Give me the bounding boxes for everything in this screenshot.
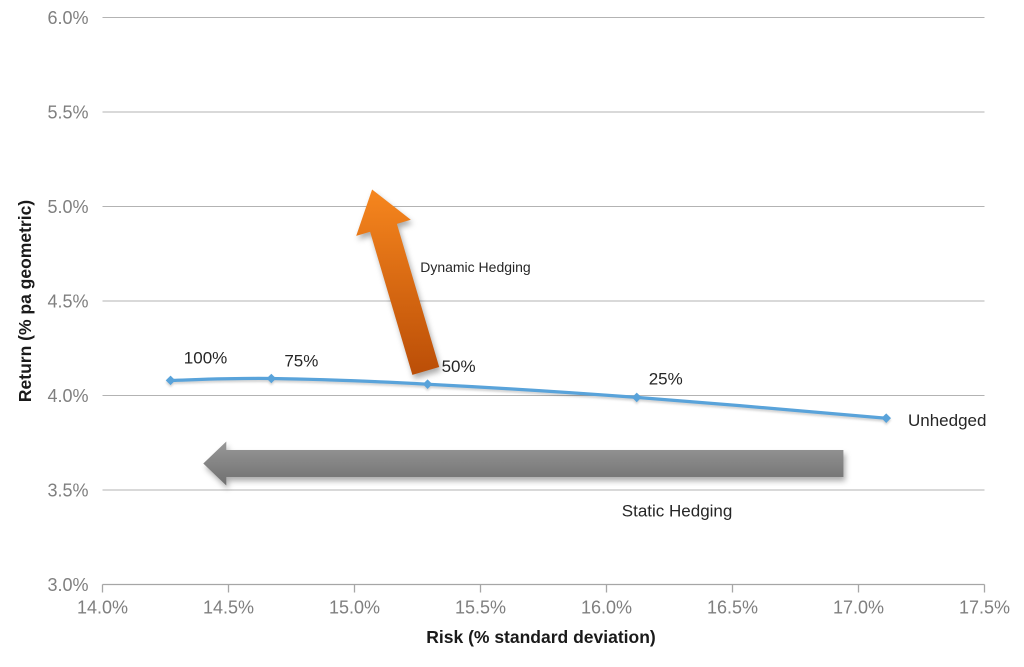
data-point-marker xyxy=(631,392,642,403)
data-point-marker xyxy=(881,413,892,423)
gridlines: 3.0% 3.5% 4.0% 4.5% 5.0% 5.5% 6.0% xyxy=(47,8,985,595)
data-series xyxy=(165,373,892,423)
point-label-unhedged: Unhedged xyxy=(908,411,986,430)
data-point-marker xyxy=(165,375,176,386)
y-axis-tick-label: 6.0% xyxy=(47,8,88,28)
x-axis-tick-label: 15.5% xyxy=(455,598,506,618)
x-axis-tick-label: 17.5% xyxy=(959,598,1010,618)
point-label-100: 100% xyxy=(184,348,227,367)
static-hedging-arrow xyxy=(203,441,844,486)
dynamic-hedging-arrow xyxy=(356,189,440,375)
x-axis-tick-label: 14.0% xyxy=(77,598,128,618)
y-axis-tick-label: 4.0% xyxy=(47,386,88,406)
y-axis-tick-label: 5.0% xyxy=(47,197,88,217)
x-axis-title: Risk (% standard deviation) xyxy=(426,627,656,647)
x-axis-tick-label: 16.5% xyxy=(707,598,758,618)
point-label-50: 50% xyxy=(442,357,476,376)
static-hedging-label: Static Hedging xyxy=(622,502,733,521)
point-label-75: 75% xyxy=(284,351,318,370)
annotation-arrows xyxy=(203,189,844,486)
x-axis-tick-label: 14.5% xyxy=(203,598,254,618)
point-label-25: 25% xyxy=(649,369,683,388)
x-axis-tick-label: 15.0% xyxy=(329,598,380,618)
x-axis-tick-label: 17.0% xyxy=(833,598,884,618)
data-point-marker xyxy=(422,379,433,389)
dynamic-hedging-label: Dynamic Hedging xyxy=(420,259,531,275)
hedge-curve-line xyxy=(168,376,888,420)
axes: 14.0% 14.5% 15.0% 15.5% 16.0% 16.5% 17.0% 17.5% xyxy=(77,583,1010,618)
y-axis-tick-label: 3.5% xyxy=(47,481,88,501)
y-axis-title: Return (% pa geometric) xyxy=(15,200,35,402)
data-labels: 100% 75% 50% 25% Unhedged xyxy=(184,348,987,430)
x-axis-tick-label: 16.0% xyxy=(581,598,632,618)
y-axis-tick-label: 5.5% xyxy=(47,103,88,123)
y-axis-tick-label: 4.5% xyxy=(47,292,88,312)
y-axis-tick-label: 3.0% xyxy=(47,575,88,595)
data-point-marker xyxy=(266,373,277,384)
